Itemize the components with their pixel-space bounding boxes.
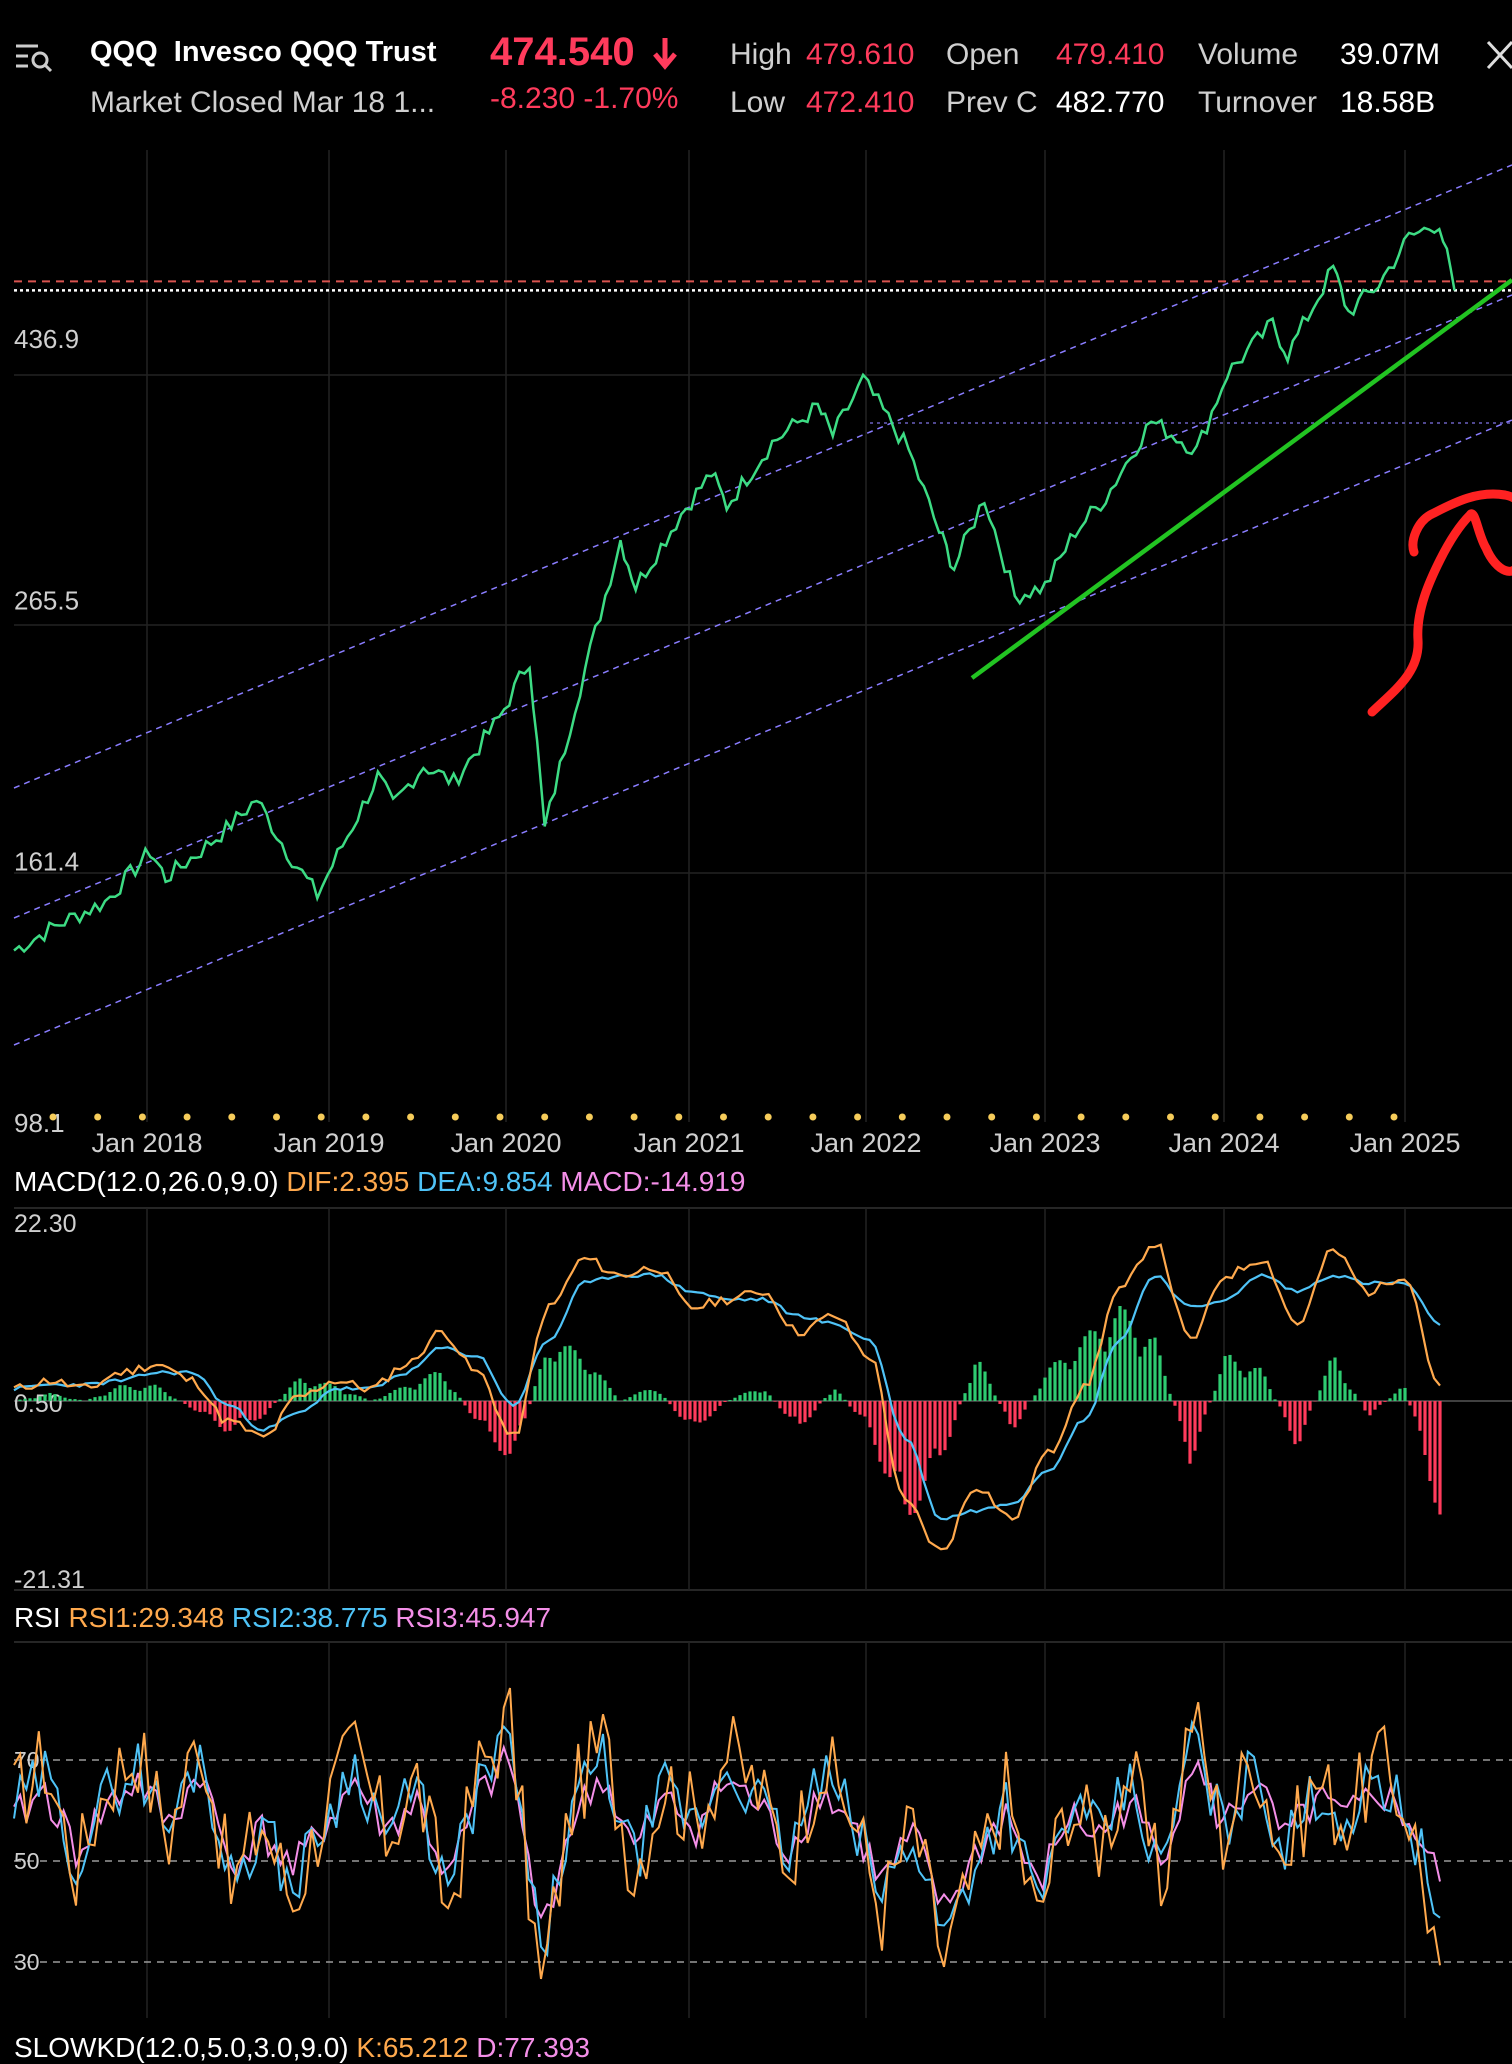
last-price: 474.540 [490, 30, 635, 74]
event-dot [898, 1113, 906, 1121]
high-value: 479.610 [806, 38, 915, 71]
date-axis-label: Jan 2018 [91, 1128, 202, 1158]
event-dot [496, 1113, 504, 1121]
event-dot [1256, 1113, 1264, 1121]
macd-axis-label: -21.31 [14, 1566, 85, 1594]
macd-dif-value: DIF:2.395 [286, 1166, 410, 1197]
event-dot [585, 1113, 593, 1121]
menu-search-icon[interactable] [14, 40, 54, 76]
macd-title-row: MACD(12.0,26.0,9.0) DIF:2.395 DEA:9.854 … [14, 1166, 745, 1198]
macd-title: MACD(12.0,26.0,9.0) [14, 1166, 279, 1197]
event-dot [1077, 1113, 1085, 1121]
macd-axis-label: 22.30 [14, 1210, 77, 1238]
macd-macd-value: MACD:-14.919 [560, 1166, 746, 1197]
date-axis-label: Jan 2021 [633, 1128, 744, 1158]
event-dot [1032, 1113, 1040, 1121]
rsi-title: RSI [14, 1602, 61, 1633]
event-dot [1211, 1113, 1219, 1121]
event-dot [228, 1113, 236, 1121]
event-dot [273, 1113, 280, 1121]
quote-header: QQQ Invesco QQQ Trust Market Closed Mar … [0, 0, 1512, 150]
event-dot [988, 1113, 996, 1121]
event-dot [362, 1113, 370, 1121]
rsi3-value: RSI3:45.947 [395, 1602, 552, 1633]
event-dot [854, 1113, 862, 1121]
channel-mid-line [13, 294, 1512, 919]
event-dot [407, 1113, 415, 1121]
event-dot [1122, 1113, 1130, 1121]
event-dot [451, 1113, 459, 1121]
event-dot [1167, 1113, 1174, 1121]
macd-dea-value: DEA:9.854 [417, 1166, 553, 1197]
rsi1-line [13, 1687, 1441, 1980]
event-dot [764, 1113, 772, 1121]
event-dot [720, 1113, 727, 1121]
event-dot [541, 1113, 549, 1121]
open-value: 479.410 [1056, 38, 1165, 71]
price-axis-label: 436.9 [14, 324, 79, 354]
rsi2-value: RSI2:38.775 [231, 1602, 388, 1633]
market-status: Market Closed Mar 18 1... [90, 86, 436, 119]
date-axis-label: Jan 2024 [1168, 1128, 1279, 1158]
event-dot [49, 1113, 57, 1121]
channel-lower-line [13, 419, 1512, 1046]
macd-dea-line [13, 1272, 1441, 1521]
event-dot [94, 1113, 102, 1121]
price-series-line [13, 226, 1456, 954]
hand-drawn-arrow-annotation [1367, 489, 1512, 717]
drawn-support-trendline [970, 278, 1512, 680]
low-value: 472.410 [806, 86, 915, 119]
down-arrow-icon [653, 38, 677, 70]
price-axis-label: 161.4 [14, 847, 79, 877]
price-change: -8.230 -1.70% [490, 82, 678, 116]
macd-dif-line [13, 1243, 1441, 1551]
volume-label: Volume [1198, 38, 1299, 71]
price-axis-label: 265.5 [14, 585, 79, 615]
rsi-title-row: RSI RSI1:29.348 RSI2:38.775 RSI3:45.947 [14, 1602, 551, 1634]
event-dot [1390, 1113, 1398, 1121]
symbol-title[interactable]: QQQ Invesco QQQ Trust [90, 36, 436, 69]
open-label: Open [946, 38, 1020, 71]
fund-name: Invesco QQQ Trust [173, 36, 437, 68]
event-dot [138, 1113, 146, 1121]
low-label: Low [730, 86, 786, 119]
prev-close-label: Prev C [946, 86, 1038, 119]
turnover-label: Turnover [1198, 86, 1317, 119]
date-axis-label: Jan 2020 [450, 1128, 561, 1158]
event-dot [1301, 1113, 1309, 1121]
event-dot [317, 1113, 325, 1121]
date-axis-label: Jan 2025 [1349, 1128, 1460, 1158]
date-axis-label: Jan 2019 [273, 1128, 384, 1158]
change-percent: -1.70% [583, 82, 679, 115]
symbol: QQQ [90, 36, 158, 68]
event-dot [943, 1113, 951, 1121]
change-value: -8.230 [490, 82, 576, 115]
rsi1-value: RSI1:29.348 [68, 1602, 225, 1633]
rsi3-line [13, 1743, 1441, 1920]
event-dot [675, 1113, 683, 1121]
date-axis-label: Jan 2022 [810, 1128, 921, 1158]
event-dot [1345, 1113, 1353, 1121]
close-icon[interactable] [1484, 38, 1512, 72]
event-dot [630, 1113, 638, 1121]
volume-value: 39.07M [1340, 38, 1441, 71]
date-axis-label: Jan 2023 [989, 1128, 1100, 1158]
event-dot [183, 1113, 191, 1121]
rsi2-line [13, 1719, 1441, 1958]
event-dot [809, 1113, 817, 1121]
high-label: High [730, 38, 792, 71]
channel-upper-line [13, 164, 1512, 789]
price-axis-label: 98.1 [14, 1108, 65, 1138]
rsi-axis-label: 50 [14, 1848, 40, 1874]
prev-close-value: 482.770 [1056, 86, 1165, 119]
turnover-value: 18.58B [1340, 86, 1436, 119]
rsi-axis-label: 30 [14, 1949, 40, 1975]
